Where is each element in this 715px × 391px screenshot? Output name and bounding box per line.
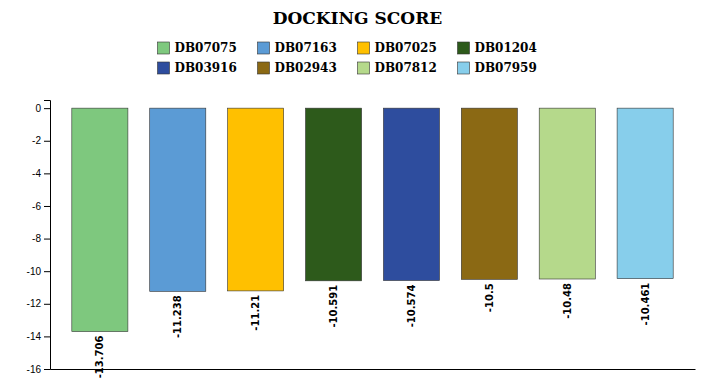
y-tick-label: -10	[27, 266, 42, 277]
legend-item: DB07959	[458, 61, 537, 75]
legend-item: DB07075	[158, 41, 237, 55]
data-label: -10.48	[562, 283, 573, 319]
y-tick: -10	[27, 266, 50, 277]
data-label: -10.591	[328, 285, 339, 328]
legend-item: DB02943	[258, 61, 337, 75]
x-axis-line	[51, 369, 696, 370]
bar	[72, 108, 128, 331]
y-tick-mark	[44, 173, 50, 174]
data-label: -10.5	[484, 283, 495, 312]
y-tick-label: -4	[32, 168, 41, 179]
legend-swatch	[158, 62, 170, 74]
bar	[150, 108, 206, 291]
y-tick-mark	[44, 239, 50, 240]
legend-item: DB03916	[158, 61, 237, 75]
legend: DB07075 DB07163 DB07025 DB01204 DB03916 DB029…	[158, 41, 537, 75]
legend-item: DB07812	[358, 61, 437, 75]
data-label: -11.238	[172, 295, 183, 338]
y-tick: 0	[35, 103, 50, 114]
y-tick-label: -2	[32, 135, 41, 146]
bar	[228, 108, 284, 291]
y-tick-label: -6	[32, 201, 41, 212]
chart: DOCKING SCORE DB07075 DB07163 DB07025 DB0120…	[0, 0, 715, 391]
bar	[461, 108, 517, 279]
plot: 0 -2 -4 -6 -8 -10 -12 -14 -16 -13.706 -11.238 -11.2…	[27, 101, 696, 379]
bars	[72, 108, 673, 331]
legend-label: DB07163	[275, 41, 337, 55]
legend-item: DB07025	[358, 41, 437, 55]
legend-swatch	[258, 62, 270, 74]
y-tick-mark	[44, 141, 50, 142]
data-labels: -13.706 -11.238 -11.21 -10.591 -10.574 -10.5 -…	[94, 283, 650, 379]
bar	[617, 108, 673, 279]
y-tick-mark	[44, 336, 50, 337]
data-label: -10.461	[640, 283, 651, 326]
legend-item: DB01204	[458, 41, 537, 55]
y-tick: -2	[32, 135, 50, 146]
y-tick: -12	[27, 298, 50, 309]
y-tick-mark	[44, 369, 50, 370]
y-axis: 0 -2 -4 -6 -8 -10 -12 -14 -16	[27, 101, 51, 375]
legend-swatch	[458, 62, 470, 74]
legend-swatch	[158, 42, 170, 54]
legend-swatch	[258, 42, 270, 54]
y-axis-line	[44, 101, 51, 370]
data-label: -11.21	[250, 295, 261, 331]
legend-label: DB07025	[375, 41, 437, 55]
legend-swatch	[458, 42, 470, 54]
y-tick-label: 0	[35, 103, 41, 114]
y-tick-mark	[44, 108, 50, 109]
y-tick-label: -14	[27, 331, 42, 342]
legend-swatch	[358, 42, 370, 54]
y-tick-mark	[44, 304, 50, 305]
y-tick-label: -12	[27, 298, 42, 309]
y-tick: -6	[32, 201, 50, 212]
legend-item: DB07163	[258, 41, 337, 55]
legend-label: DB01204	[475, 41, 537, 55]
y-tick-label: -16	[27, 364, 42, 375]
legend-label: DB02943	[275, 61, 337, 75]
data-label: -13.706	[94, 336, 105, 379]
bar	[539, 108, 595, 279]
y-tick: -8	[32, 233, 50, 244]
legend-label: DB07812	[375, 61, 437, 75]
data-label: -10.574	[406, 285, 417, 328]
y-tick: -16	[27, 364, 50, 375]
y-tick: -4	[32, 168, 50, 179]
bar	[306, 108, 362, 281]
bar	[383, 108, 439, 280]
legend-swatch	[358, 62, 370, 74]
legend-label: DB07075	[175, 41, 237, 55]
y-tick-mark	[44, 206, 50, 207]
legend-label: DB03916	[175, 61, 237, 75]
title: DOCKING SCORE	[273, 8, 443, 28]
y-tick-label: -8	[32, 233, 41, 244]
y-tick-mark	[44, 271, 50, 272]
legend-label: DB07959	[475, 61, 537, 75]
x-axis	[51, 369, 696, 370]
y-tick: -14	[27, 331, 50, 342]
